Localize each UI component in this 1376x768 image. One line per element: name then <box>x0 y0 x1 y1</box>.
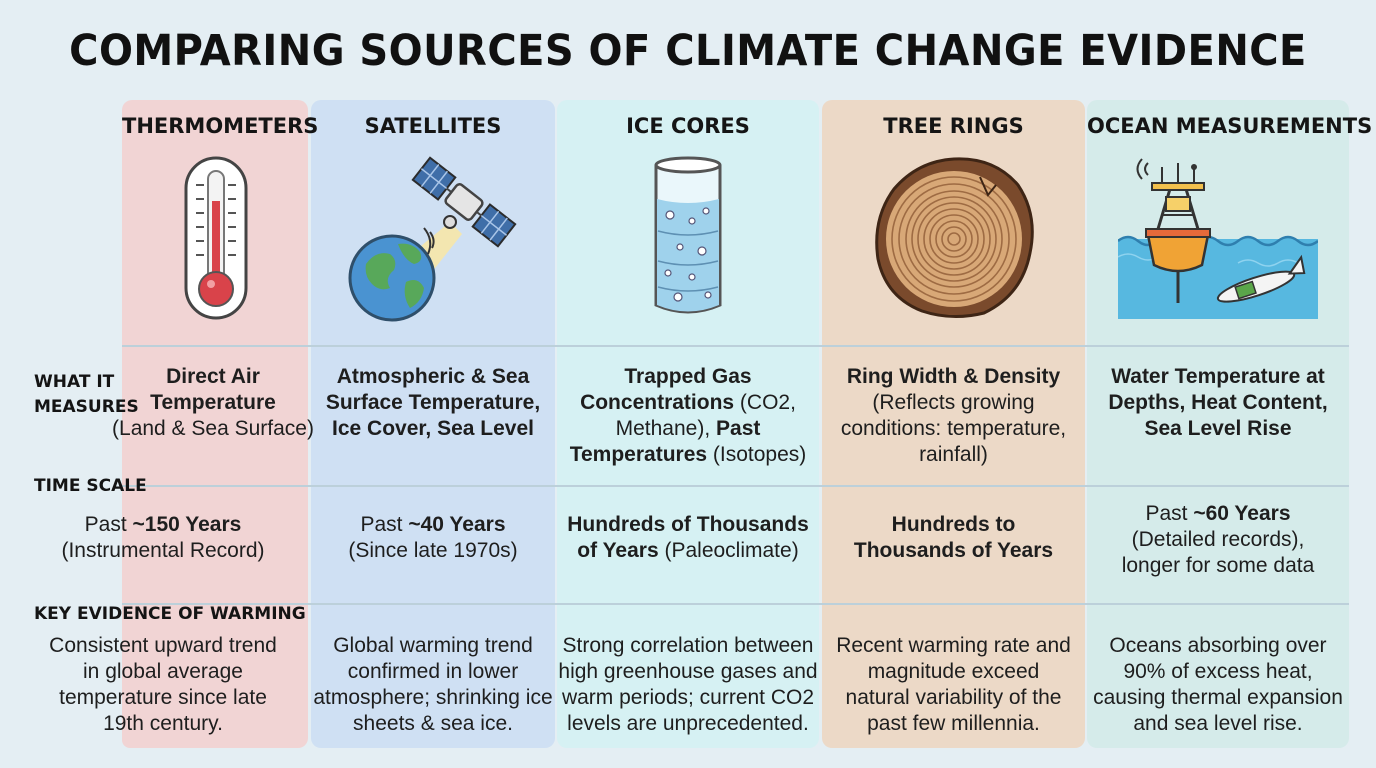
column-header-ocean-measurements: OCEAN MEASUREMENTS <box>1087 114 1373 138</box>
cell-text: (Paleoclimate) <box>658 539 799 562</box>
cell-bold-text: Direct Air Temperature <box>150 365 276 414</box>
cell-time-thermometers: Past ~150 Years (Instrumental Record) <box>10 512 316 564</box>
cell-text: Past <box>1145 502 1194 525</box>
cell-bold-text: ~150 Years <box>132 513 242 536</box>
column-header-thermometers: THERMOMETERS <box>122 114 319 138</box>
ocean-buoy-icon <box>1118 158 1318 319</box>
column-header-tree-rings: TREE RINGS <box>883 114 1024 138</box>
cell-time-ice-cores: Hundreds of Thousands of Years (Paleocli… <box>557 512 819 564</box>
cell-bold-text: Past <box>716 417 761 440</box>
cell-evidence-tree-rings: Recent warming rate and magnitude exceed… <box>836 634 1071 735</box>
cell-text: Past <box>84 513 133 536</box>
cell-bold-text: ~40 Years <box>408 513 506 536</box>
cell-bold-text: Ring Width & Density <box>846 365 1061 388</box>
cell-text: (Since late 1970s) <box>348 539 518 562</box>
page-title: COMPARING SOURCES OF CLIMATE CHANGE EVID… <box>69 26 1307 76</box>
cell-measures-ocean: Water Temperature at Depths, Heat Conten… <box>1087 364 1349 442</box>
cell-evidence-ice-cores: Strong correlation between high greenhou… <box>558 634 818 735</box>
row-divider <box>122 603 1349 605</box>
ice-core-cylinder-icon <box>654 156 722 314</box>
cell-measures-tree-rings: Ring Width & Density (Reflects growing c… <box>822 364 1085 468</box>
cell-text: (Detailed records), longer for some data <box>1121 528 1315 577</box>
column-ocean-measurements <box>1087 100 1349 748</box>
column-header-satellites: SATELLITES <box>364 114 502 138</box>
thermometer-icon <box>184 156 248 320</box>
cell-bold-text: ~60 Years <box>1193 502 1291 525</box>
cell-bold-text: Trapped Gas <box>624 365 752 388</box>
cell-bold-text: Temperatures <box>569 443 708 466</box>
cell-bold-text: Hundreds to Thousands of Years <box>853 513 1054 562</box>
cell-measures-ice-cores: Trapped Gas Concentrations (CO2, Methane… <box>557 364 819 468</box>
row-divider <box>122 345 1349 347</box>
cell-bold-text: of Years <box>577 539 659 562</box>
cell-text: (Land & Sea Surface) <box>112 417 314 440</box>
cell-measures-thermometers: Direct Air Temperature (Land & Sea Surfa… <box>60 364 366 442</box>
cell-text: (CO2, <box>734 391 796 414</box>
cell-text: (Isotopes) <box>707 443 807 466</box>
cell-measures-satellites: Atmospheric & Sea Surface Temperature, I… <box>311 364 555 442</box>
cell-text: (Instrumental Record) <box>61 539 265 562</box>
cell-evidence-satellites: Global warming trend confirmed in lower … <box>313 634 553 735</box>
cell-time-tree-rings: Hundreds to Thousands of Years <box>822 512 1085 564</box>
cell-evidence-thermometers: Consistent upward trend in global averag… <box>49 634 277 735</box>
cell-bold-text: Atmospheric & Sea Surface Temperature, I… <box>325 365 541 440</box>
cell-text: (Reflects growing conditions: temperatur… <box>840 391 1067 466</box>
cell-bold-text: Concentrations <box>580 391 735 414</box>
row-label-key-evidence: KEY EVIDENCE OF WARMING <box>34 604 306 624</box>
tree-rings-icon <box>875 157 1034 318</box>
cell-time-ocean: Past ~60 Years (Detailed records), longe… <box>1087 501 1349 579</box>
row-label-line: MEASURES <box>34 397 139 417</box>
satellite-earth-icon <box>348 156 517 322</box>
cell-time-satellites: Past ~40 Years (Since late 1970s) <box>311 512 555 564</box>
row-divider <box>122 485 1349 487</box>
cell-bold-text: Hundreds of Thousands <box>567 513 809 536</box>
column-header-ice-cores: ICE CORES <box>626 114 750 138</box>
column-satellites <box>311 100 555 748</box>
row-label-what-it-measures: WHAT IT MEASURES <box>34 370 139 420</box>
cell-text: Methane), <box>615 417 717 440</box>
cell-bold-text: Water Temperature at Depths, Heat Conten… <box>1108 365 1328 440</box>
row-label-line: WHAT IT <box>34 372 115 392</box>
cell-text: Past <box>360 513 409 536</box>
cell-evidence-ocean: Oceans absorbing over 90% of excess heat… <box>1093 634 1343 735</box>
row-label-time-scale: TIME SCALE <box>34 476 147 496</box>
column-thermometers-body <box>122 346 294 748</box>
